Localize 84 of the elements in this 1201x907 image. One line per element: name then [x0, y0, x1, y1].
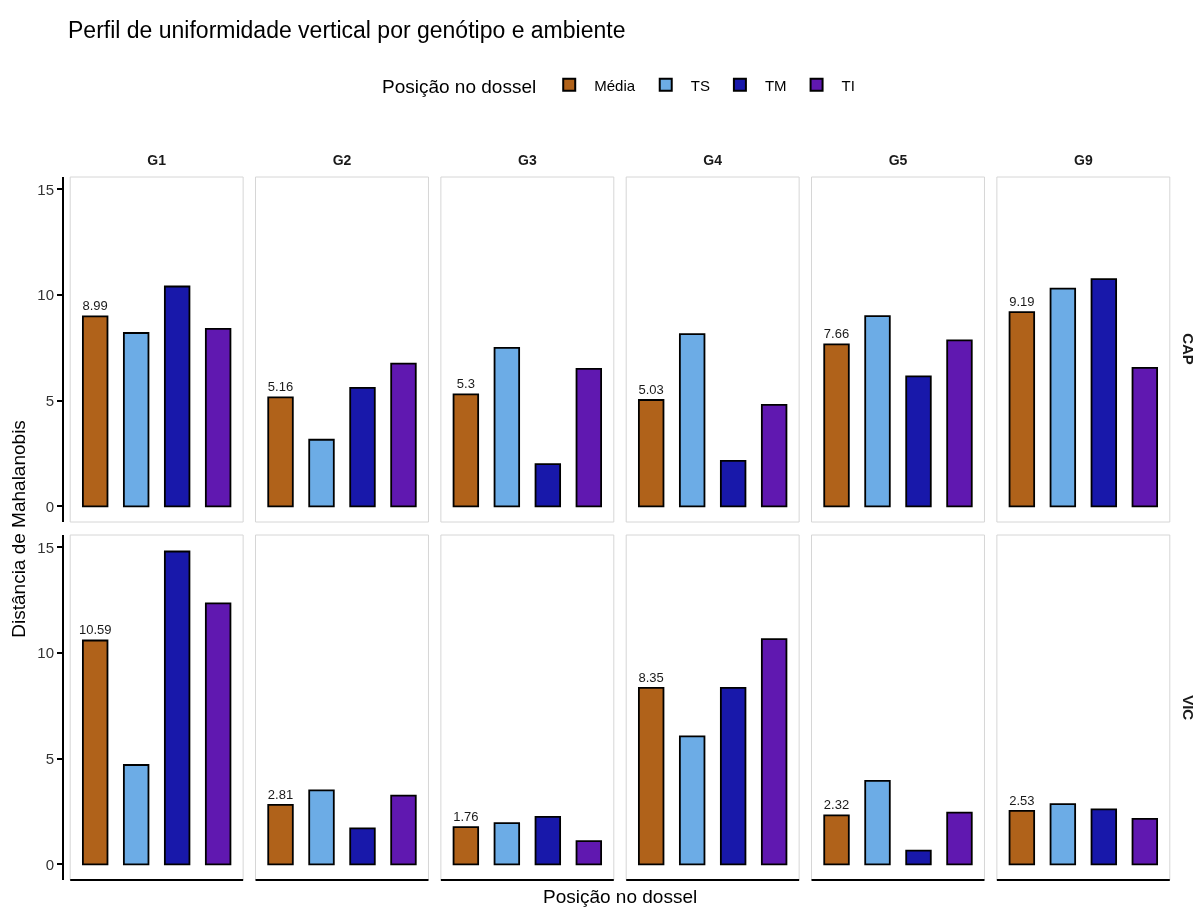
bar — [493, 822, 521, 866]
bar — [575, 840, 603, 866]
bar — [267, 804, 294, 866]
bar — [308, 789, 335, 866]
bar — [204, 327, 232, 508]
bar — [1131, 366, 1159, 508]
bar — [204, 602, 232, 866]
bar — [349, 827, 376, 866]
data-label: 7.66 — [823, 326, 850, 342]
legend-label: TM — [764, 76, 787, 94]
chart-title: Perfil de uniformidade vertical por genótipo e ambiente — [68, 17, 626, 44]
data-label: 2.81 — [267, 786, 294, 802]
bar — [390, 794, 417, 866]
bar — [1008, 311, 1036, 508]
x-tick-label: G1 — [147, 152, 167, 169]
bar — [719, 686, 747, 866]
data-label: 5.03 — [638, 382, 664, 398]
bar — [534, 815, 562, 866]
bar — [575, 368, 603, 508]
data-label: 2.32 — [823, 797, 850, 813]
text: VIC — [1179, 695, 1197, 721]
x-tick-label: G2 — [332, 152, 352, 169]
bar — [1090, 278, 1118, 508]
data-label: 1.76 — [453, 809, 479, 825]
bar — [905, 375, 932, 508]
bar — [864, 779, 891, 866]
bar — [267, 396, 294, 508]
bar — [1049, 803, 1077, 866]
bar — [1131, 818, 1159, 866]
bar — [163, 550, 191, 866]
bar — [493, 346, 521, 508]
y-tick-label: 0 — [45, 855, 54, 873]
bar — [163, 285, 191, 508]
bar — [81, 639, 109, 866]
bar — [823, 343, 850, 508]
bar — [719, 460, 747, 508]
bar — [823, 814, 850, 866]
bar — [308, 438, 335, 508]
x-tick-label: G3 — [517, 152, 537, 169]
data-label: 8.35 — [638, 669, 664, 685]
bar — [1008, 809, 1036, 866]
legend-title: Posição no dossel — [382, 76, 537, 98]
bar — [946, 811, 973, 866]
bar — [122, 332, 150, 508]
bar — [1049, 287, 1077, 508]
bar — [637, 399, 665, 508]
x-tick-label: G4 — [703, 152, 723, 169]
bar — [946, 339, 973, 508]
bar — [1090, 808, 1118, 866]
y-tick-label: 5 — [45, 391, 54, 409]
legend-label: TI — [841, 76, 855, 94]
bar — [760, 638, 788, 866]
data-label: 9.19 — [1009, 294, 1035, 310]
bar — [864, 315, 891, 508]
data-label: 2.53 — [1009, 792, 1035, 808]
legend-label: TS — [690, 76, 710, 94]
y-tick-label: 10 — [37, 644, 54, 662]
bar — [637, 686, 665, 866]
y-axis-title: Distância de Mahalanobis — [7, 420, 29, 638]
bar — [760, 403, 788, 508]
y-tick-label: 0 — [45, 497, 54, 515]
y-tick-label: 15 — [37, 538, 54, 556]
bar — [349, 387, 376, 508]
y-tick-label: 10 — [37, 286, 54, 304]
y-tick-label: 15 — [37, 180, 54, 198]
bar — [122, 764, 150, 866]
data-label: 10.59 — [78, 622, 112, 638]
data-label: 5.16 — [267, 379, 294, 395]
bar — [678, 333, 706, 508]
y-tick-label: 5 — [45, 749, 54, 767]
x-tick-label: G5 — [888, 152, 908, 169]
bar — [390, 362, 417, 508]
legend-label: Média — [594, 76, 636, 94]
data-label: 5.3 — [456, 376, 475, 392]
bar — [534, 463, 562, 508]
bar — [678, 735, 706, 866]
bar — [452, 393, 480, 508]
x-axis-title: Posição no dossel — [543, 886, 698, 907]
data-label: 8.99 — [82, 298, 108, 314]
bar — [452, 826, 480, 866]
bar — [905, 849, 932, 866]
x-tick-label: G9 — [1073, 152, 1093, 169]
bar — [81, 315, 109, 508]
text: CAP — [1179, 333, 1197, 365]
